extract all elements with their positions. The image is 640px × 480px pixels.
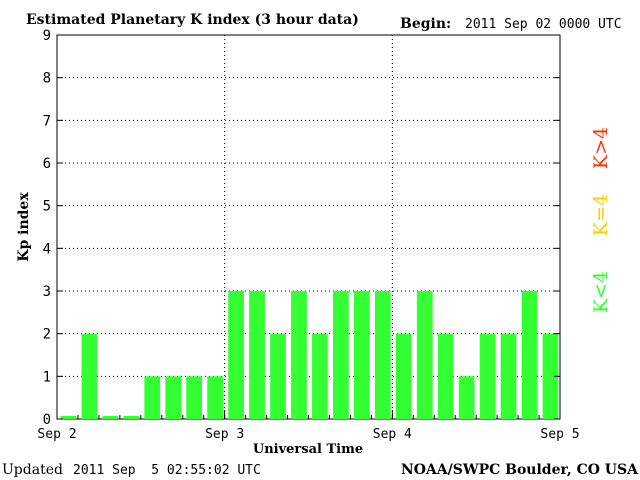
kp-bar [165, 376, 182, 419]
legend-k-gt-4: K>4 [590, 127, 612, 169]
source-credit: NOAA/SWPC Boulder, CO USA [401, 462, 639, 478]
y-tick-label: 6 [43, 156, 51, 172]
kp-bar [437, 333, 454, 419]
updated-value: 2011 Sep 5 02:55:02 UTC [73, 463, 261, 478]
y-axis: 0 1 2 3 4 5 6 7 8 9 [43, 28, 560, 428]
kp-bar [395, 333, 412, 419]
x-axis: Sep 2 Sep 3 Sep 4 Sep 5 [37, 410, 580, 442]
kp-bar [228, 291, 244, 419]
x-axis-label: Universal Time [253, 442, 363, 457]
kp-bar [123, 416, 140, 419]
y-tick-label: 5 [43, 199, 51, 215]
grid-lines [57, 35, 560, 419]
plot-frame [56, 34, 561, 420]
begin-value: 2011 Sep 02 0000 UTC [465, 17, 622, 32]
y-tick-label: 4 [43, 241, 51, 257]
kp-bar [270, 333, 286, 419]
kp-bar [249, 291, 265, 419]
kp-bar [416, 291, 433, 419]
kp-bar [521, 291, 538, 419]
x-tick-label: Sep 3 [205, 427, 244, 442]
y-tick-label: 1 [43, 369, 51, 385]
kp-bar [353, 291, 370, 419]
x-tick-label: Sep 4 [373, 427, 412, 442]
kp-bar [60, 416, 77, 419]
y-tick-label: 9 [43, 28, 51, 44]
kp-bar [81, 333, 98, 419]
y-tick-label: 7 [43, 113, 51, 129]
kp-bar [291, 291, 307, 419]
x-tick-label: Sep 5 [540, 427, 579, 442]
chart-title: Estimated Planetary K index (3 hour data… [26, 12, 359, 28]
y-tick-label: 0 [43, 412, 51, 428]
x-tick-label: Sep 2 [37, 427, 76, 442]
legend-k-eq-4: K=4 [590, 194, 612, 236]
kp-bar [333, 291, 349, 419]
kp-bar [374, 291, 391, 419]
kp-bar [542, 333, 559, 419]
legend-k-lt-4: K<4 [590, 271, 612, 313]
kp-bar [312, 333, 328, 419]
y-tick-label: 8 [43, 71, 51, 87]
kp-bar [207, 376, 223, 419]
y-tick-label: 2 [43, 327, 51, 343]
y-tick-label: 3 [43, 284, 51, 300]
kp-bar [186, 376, 203, 419]
begin-label: Begin: [400, 16, 451, 32]
kp-bar [102, 416, 119, 419]
y-axis-label: Kp index [16, 192, 32, 262]
kp-bar [458, 376, 475, 419]
kp-bar [500, 333, 517, 419]
kp-bar [479, 333, 496, 419]
updated-label: Updated [2, 462, 63, 478]
bars-group [60, 291, 559, 419]
kp-bar [144, 376, 161, 419]
